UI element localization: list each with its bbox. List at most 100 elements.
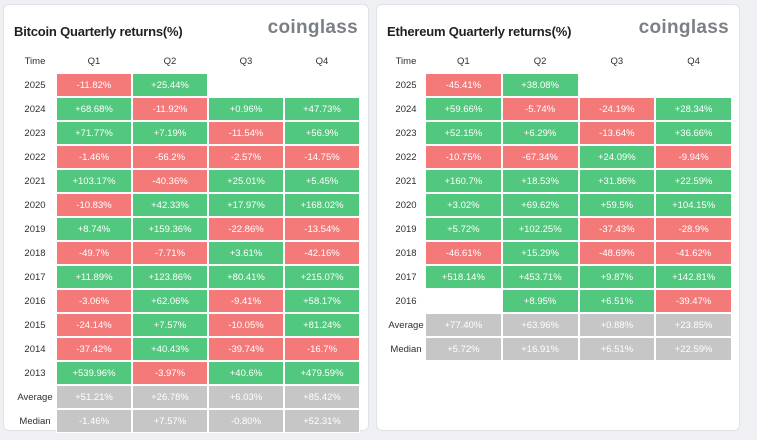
return-cell: +7.57%: [132, 409, 208, 433]
year-label: 2016: [24, 295, 46, 307]
return-cell: +6.51%: [578, 289, 656, 313]
return-cell: -56.2%: [132, 145, 208, 169]
return-cell: -13.54%: [284, 217, 360, 241]
return-cell: +80.41%: [208, 265, 284, 289]
return-cell: +7.57%: [132, 313, 208, 337]
year-label: 2020: [395, 199, 417, 211]
return-cell: +159.36%: [132, 217, 208, 241]
return-cell: +40.43%: [132, 337, 208, 361]
return-cell: -14.75%: [284, 145, 360, 169]
year-label: 2019: [395, 223, 417, 235]
year-label: 2013: [24, 367, 46, 379]
return-cell: +22.59%: [655, 169, 732, 193]
year-label: 2018: [395, 247, 417, 259]
brand-logo: coinglass: [267, 17, 358, 38]
return-cell: -45.41%: [425, 73, 502, 97]
return-cell: +8.74%: [56, 217, 132, 241]
summary-row: Average +77.40% +63.96% +0.88% +23.85%: [387, 313, 732, 337]
summary-label: Median: [19, 415, 51, 427]
empty-cell: [425, 289, 502, 313]
return-cell: -48.69%: [578, 241, 656, 265]
return-cell: +25.44%: [132, 73, 208, 97]
return-cell: -0.80%: [208, 409, 284, 433]
return-cell: -24.14%: [56, 313, 132, 337]
return-cell: +3.02%: [425, 193, 502, 217]
year-label: 2017: [395, 271, 417, 283]
return-cell: +38.08%: [501, 73, 579, 97]
return-cell: +40.6%: [208, 361, 284, 385]
return-cell: +71.77%: [56, 121, 132, 145]
return-cell: +5.72%: [425, 337, 502, 361]
year-row: 2015 -24.14% +7.57% -10.05% +81.24%: [14, 313, 360, 337]
returns-table: Time Q1 Q2 Q3 Q4 2025 -45.41% +38.08% 2024 +59.6…: [387, 50, 732, 361]
panel-title: Ethereum Quarterly returns(%): [387, 24, 572, 39]
return-cell: +102.25%: [501, 217, 579, 241]
return-cell: +25.01%: [208, 169, 284, 193]
year-label: 2021: [24, 175, 46, 187]
year-label: 2020: [24, 199, 46, 211]
header-row: Time Q1 Q2 Q3 Q4: [14, 50, 360, 73]
return-cell: +6.51%: [578, 337, 656, 361]
return-cell: +160.7%: [425, 169, 502, 193]
quarter-column-header: Q4: [687, 56, 700, 67]
return-cell: -22.86%: [208, 217, 284, 241]
return-cell: +56.9%: [284, 121, 360, 145]
return-cell: +52.31%: [284, 409, 360, 433]
return-cell: +36.66%: [655, 121, 732, 145]
return-cell: +59.5%: [578, 193, 656, 217]
return-cell: +168.02%: [284, 193, 360, 217]
return-cell: +7.19%: [132, 121, 208, 145]
summary-row: Median -1.46% +7.57% -0.80% +52.31%: [14, 409, 360, 433]
return-cell: -11.54%: [208, 121, 284, 145]
return-cell: -41.62%: [655, 241, 732, 265]
year-row: 2018 -49.7% -7.71% +3.61% -42.16%: [14, 241, 360, 265]
return-cell: +58.17%: [284, 289, 360, 313]
return-cell: +479.59%: [284, 361, 360, 385]
return-cell: -28.9%: [655, 217, 732, 241]
return-cell: -3.97%: [132, 361, 208, 385]
quarter-column-header: Q3: [239, 56, 253, 67]
return-cell: -9.94%: [655, 145, 732, 169]
return-cell: +42.33%: [132, 193, 208, 217]
year-label: 2024: [395, 103, 417, 115]
year-row: 2021 +160.7% +18.53% +31.86% +22.59%: [387, 169, 732, 193]
quarter-column-header: Q1: [87, 56, 101, 67]
return-cell: +123.86%: [132, 265, 208, 289]
summary-label: Median: [390, 343, 422, 355]
return-cell: +85.42%: [284, 385, 360, 409]
return-cell: +539.96%: [56, 361, 132, 385]
time-column-header: Time: [395, 56, 417, 67]
return-cell: -5.74%: [501, 97, 579, 121]
returns-table: Time Q1 Q2 Q3 Q4 2025 -11.82% +25.44% 2024 +68.6…: [14, 50, 360, 433]
return-cell: -11.92%: [132, 97, 208, 121]
return-cell: +69.62%: [501, 193, 579, 217]
return-cell: -39.74%: [208, 337, 284, 361]
return-cell: +11.89%: [56, 265, 132, 289]
brand-logo: coinglass: [638, 17, 729, 38]
return-cell: +17.97%: [208, 193, 284, 217]
return-cell: +24.09%: [578, 145, 656, 169]
return-cell: -37.43%: [578, 217, 656, 241]
year-row: 2016 -3.06% +62.06% -9.41% +58.17%: [14, 289, 360, 313]
return-cell: +15.29%: [501, 241, 579, 265]
year-row: 2017 +11.89% +123.86% +80.41% +215.07%: [14, 265, 360, 289]
return-cell: +3.61%: [208, 241, 284, 265]
year-label: 2022: [395, 151, 417, 163]
empty-cell: [578, 73, 656, 97]
return-cell: +142.81%: [655, 265, 732, 289]
year-label: 2016: [395, 295, 417, 307]
return-cell: +59.66%: [425, 97, 502, 121]
return-cell: -16.7%: [284, 337, 360, 361]
return-cell: -7.71%: [132, 241, 208, 265]
year-label: 2021: [395, 175, 417, 187]
year-row: 2023 +71.77% +7.19% -11.54% +56.9%: [14, 121, 360, 145]
return-cell: +68.68%: [56, 97, 132, 121]
year-row: 2024 +59.66% -5.74% -24.19% +28.34%: [387, 97, 732, 121]
return-cell: +22.59%: [655, 337, 732, 361]
return-cell: -13.64%: [578, 121, 656, 145]
quarter-column-header: Q2: [163, 56, 177, 67]
year-row: 2020 +3.02% +69.62% +59.5% +104.15%: [387, 193, 732, 217]
year-row: 2025 -45.41% +38.08%: [387, 73, 732, 97]
empty-cell: [284, 73, 360, 97]
return-cell: +52.15%: [425, 121, 502, 145]
